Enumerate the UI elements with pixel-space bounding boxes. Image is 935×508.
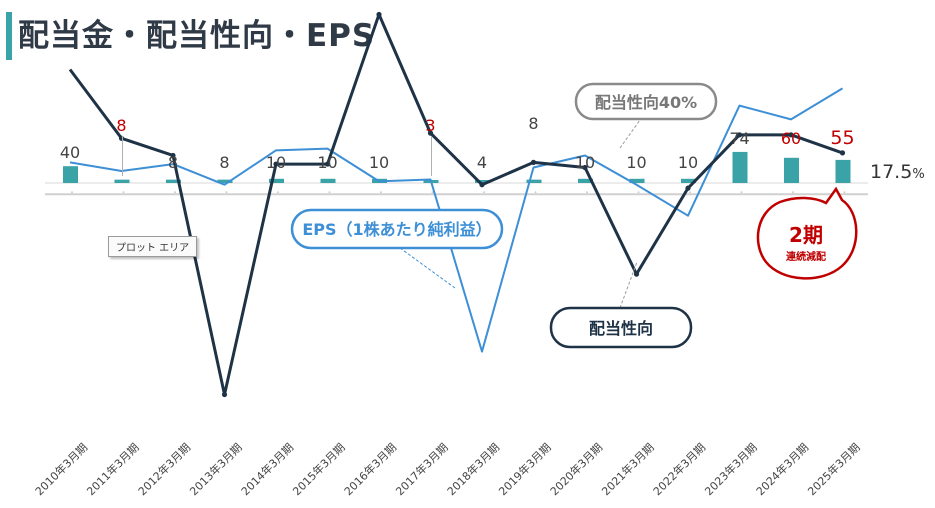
payout-ratio-point[interactable] [736, 132, 743, 138]
dividend-value-label: 40 [60, 143, 80, 162]
dividend-bar[interactable] [526, 179, 542, 183]
reference-dot [843, 191, 846, 194]
payout-40-callout-label: 配当性向40% [595, 93, 697, 112]
x-tick-label: 2016年3月期 [341, 440, 399, 498]
payout-callout-leader [619, 261, 638, 309]
reference-dot [637, 191, 640, 194]
payout-ratio-point[interactable] [479, 182, 485, 188]
dividend-bar[interactable] [475, 180, 490, 183]
x-tick-label: 2018年3月期 [444, 440, 502, 498]
payout-ratio-line[interactable] [68, 12, 843, 397]
dividend-value-label: 10 [266, 153, 286, 172]
payout-ratio-point[interactable] [530, 159, 537, 165]
dividend-value-label: 8 [528, 114, 538, 133]
reference-dot [174, 191, 176, 194]
dividend-value-label: 4 [477, 153, 487, 172]
x-tick-label: 2013年3月期 [187, 440, 245, 498]
x-tick-label: 2023年3月期 [702, 440, 760, 498]
dividend-value-label: 8 [219, 153, 229, 172]
reference-dot [277, 191, 279, 194]
dividend-value-label: 3 [425, 116, 435, 135]
dividend-cut-label: 連続減配 [786, 250, 826, 263]
payout-ratio-point[interactable] [273, 161, 279, 167]
dividend-bar[interactable] [63, 166, 78, 183]
x-tick-label: 2021年3月期 [599, 440, 657, 498]
dividend-bar[interactable] [784, 157, 799, 183]
payout-ratio-point[interactable] [170, 152, 176, 159]
dividend-bar[interactable] [217, 179, 233, 183]
reference-dot [689, 191, 691, 194]
payout-ratio-point[interactable] [427, 130, 434, 136]
dividend-bar[interactable] [320, 178, 336, 183]
dividend-cut-count: 2期 [789, 223, 823, 247]
dividend-value-label: 8 [168, 153, 178, 172]
dividend-bar[interactable] [629, 178, 645, 183]
dividend-bar[interactable] [578, 178, 593, 183]
reference-dot [71, 191, 73, 194]
reference-dot [431, 191, 434, 194]
dividend-bar[interactable] [166, 179, 181, 183]
payout-ratio-point[interactable] [839, 150, 846, 156]
plot-area-tooltip: プロット エリア [108, 236, 198, 257]
reference-dot [122, 191, 125, 194]
reference-dot [483, 191, 485, 194]
reference-dot [792, 191, 794, 194]
dividend-value-label: 60 [781, 129, 801, 148]
payout-ratio-point[interactable] [118, 135, 125, 141]
dividend-bar[interactable] [835, 159, 851, 183]
dividend-bar[interactable] [269, 178, 284, 183]
x-tick-label: 2015年3月期 [290, 440, 348, 498]
reference-dot [380, 191, 382, 194]
payout-ratio-point[interactable] [788, 132, 794, 138]
x-tick-label: 2017年3月期 [393, 440, 451, 498]
page-title: 配当金・配当性向・EPS [18, 18, 376, 54]
x-tick-label: 2011年3月期 [84, 440, 142, 498]
dividend-value-label: 8 [116, 116, 126, 135]
dividend-value-label: 10 [369, 153, 389, 172]
payout-40-callout [574, 82, 718, 121]
eps-callout-leader [399, 247, 456, 289]
title-accent-bar [6, 12, 12, 60]
x-tick-label: 2010年3月期 [32, 440, 90, 498]
payout-callout [549, 306, 693, 349]
x-tick-label: 2020年3月期 [547, 440, 605, 498]
x-tick-label: 2025年3月期 [805, 440, 863, 498]
eps-callout [290, 208, 504, 250]
payout-ratio-point[interactable] [324, 161, 331, 167]
payout-ratio-point[interactable] [633, 271, 640, 277]
dividend-value-label: 10 [626, 153, 646, 172]
dividend-value-label: 10 [317, 153, 337, 172]
x-tick-label: 2014年3月期 [238, 440, 296, 498]
x-tick-label: 2012年3月期 [135, 440, 193, 498]
dividend-value-label: 10 [575, 153, 595, 172]
reference-dot [740, 191, 743, 194]
dividend-cut-callout [756, 186, 858, 280]
reference-dot [534, 191, 537, 194]
dividend-bar[interactable] [732, 151, 748, 183]
payout-ratio-point[interactable] [582, 164, 588, 171]
x-tick-label: 2024年3月期 [753, 440, 811, 498]
eps-callout-label: EPS（1株あたり純利益） [302, 220, 491, 239]
reference-dot [225, 191, 228, 194]
dividend-value-label: 55 [830, 127, 854, 149]
payout-ratio-point[interactable] [221, 391, 228, 398]
dividend-bar[interactable] [114, 179, 130, 183]
x-tick-label: 2019年3月期 [496, 440, 554, 498]
last-payout-value-label: 17.5% [870, 161, 925, 183]
dividend-value-label: 74 [729, 129, 749, 148]
reference-dot [328, 191, 331, 194]
payout-ratio-point[interactable] [376, 11, 382, 18]
reference-dot [586, 191, 588, 194]
dividend-bar[interactable] [681, 178, 696, 183]
dividend-value-label: 10 [678, 153, 698, 172]
payout-callout-label: 配当性向 [589, 319, 653, 338]
payout-ratio-point[interactable] [685, 185, 691, 191]
x-tick-label: 2022年3月期 [650, 440, 708, 498]
